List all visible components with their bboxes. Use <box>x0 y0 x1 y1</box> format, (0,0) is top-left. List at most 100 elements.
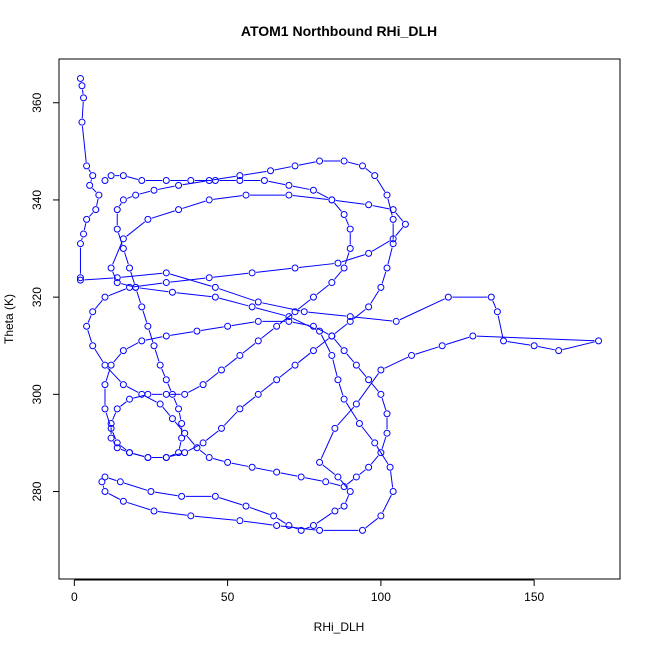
data-point <box>144 390 152 398</box>
data-point <box>309 322 317 330</box>
data-point <box>78 118 86 126</box>
series-line-segment <box>279 313 293 325</box>
series-line-segment <box>200 326 224 332</box>
data-point <box>285 191 293 199</box>
series-line-segment <box>174 421 183 431</box>
series-line-segment <box>268 180 286 186</box>
data-point <box>175 449 183 457</box>
data-point <box>377 283 385 291</box>
data-point <box>113 439 121 447</box>
data-point <box>383 191 391 199</box>
series-line-segment <box>139 190 151 195</box>
data-point <box>162 176 170 184</box>
data-point <box>156 400 164 408</box>
series-line-segment <box>376 178 386 192</box>
series-line-segment <box>476 335 595 342</box>
data-point <box>309 186 317 194</box>
series-line-segment <box>354 316 393 322</box>
series-line-segment <box>194 515 236 521</box>
data-point <box>358 526 366 534</box>
data-point <box>438 342 446 350</box>
data-point <box>150 186 158 194</box>
data-point <box>242 191 250 199</box>
series-line-segment <box>170 453 181 457</box>
data-point <box>119 245 127 253</box>
series-line-segment <box>316 191 329 199</box>
data-point <box>242 502 250 510</box>
data-point <box>270 512 278 520</box>
data-point <box>340 347 348 355</box>
series-line-segment <box>127 501 151 511</box>
series-line-segment <box>123 482 148 491</box>
series-line-segment <box>88 169 92 173</box>
data-point <box>101 405 109 413</box>
data-point <box>408 351 416 359</box>
series-line-segment <box>243 170 267 176</box>
data-point <box>371 439 379 447</box>
series-line-segment <box>492 300 497 309</box>
series-line-segment <box>81 126 87 162</box>
data-point <box>297 526 305 534</box>
data-point <box>150 507 158 515</box>
data-point <box>401 220 409 228</box>
series-line-segment <box>280 472 298 477</box>
series-line-segment <box>341 254 365 263</box>
data-point <box>211 176 219 184</box>
series-line-segment <box>340 479 349 489</box>
y-axis-label: Theta (K) <box>2 294 16 344</box>
series-line-segment <box>274 166 292 171</box>
data-point <box>500 337 508 345</box>
series-line-segment <box>346 353 355 363</box>
series-line-segment <box>344 252 350 265</box>
series-line-segment <box>345 495 350 503</box>
data-point <box>355 419 363 427</box>
series-line-segment <box>346 479 354 485</box>
data-point <box>352 400 360 408</box>
series-line-segment <box>316 284 330 296</box>
series-line-segment <box>142 310 148 323</box>
data-point <box>248 303 256 311</box>
data-point <box>162 269 170 277</box>
series-line-segment <box>145 336 163 341</box>
data-point <box>80 230 88 238</box>
data-point <box>181 449 189 457</box>
y-tick-label: 280 <box>30 481 44 501</box>
data-point <box>358 162 366 170</box>
data-point <box>199 381 207 389</box>
series-line-segment <box>187 386 200 393</box>
data-point <box>389 235 397 243</box>
data-point <box>162 279 170 287</box>
series-line-segment <box>87 329 92 343</box>
data-point <box>291 361 299 369</box>
series-line-segment <box>161 368 166 377</box>
data-point <box>113 279 121 287</box>
series-line-segment <box>224 357 238 368</box>
data-point <box>334 473 342 481</box>
y-tick-label: 340 <box>30 190 44 210</box>
data-point <box>76 274 84 282</box>
data-point <box>340 211 348 219</box>
data-point <box>98 478 106 486</box>
data-point <box>267 167 275 175</box>
series-line-segment <box>320 431 334 459</box>
series-line-segment <box>154 491 178 497</box>
data-point <box>113 225 121 233</box>
series-line-segment <box>124 252 129 265</box>
data-point <box>365 201 373 209</box>
x-tick-label: 50 <box>221 590 235 604</box>
data-point <box>193 444 201 452</box>
data-point <box>331 507 339 515</box>
data-point <box>144 454 152 462</box>
data-point <box>86 181 94 189</box>
data-point <box>168 288 176 296</box>
series-line-segment <box>219 297 249 307</box>
data-point <box>236 172 244 180</box>
data-point <box>83 322 91 330</box>
data-point <box>469 332 477 340</box>
data-point <box>392 317 400 325</box>
data-point <box>211 293 219 301</box>
series-line-segment <box>308 311 347 317</box>
data-point <box>107 361 115 369</box>
series-line-segment <box>126 342 139 350</box>
series-line-segment <box>395 226 404 237</box>
